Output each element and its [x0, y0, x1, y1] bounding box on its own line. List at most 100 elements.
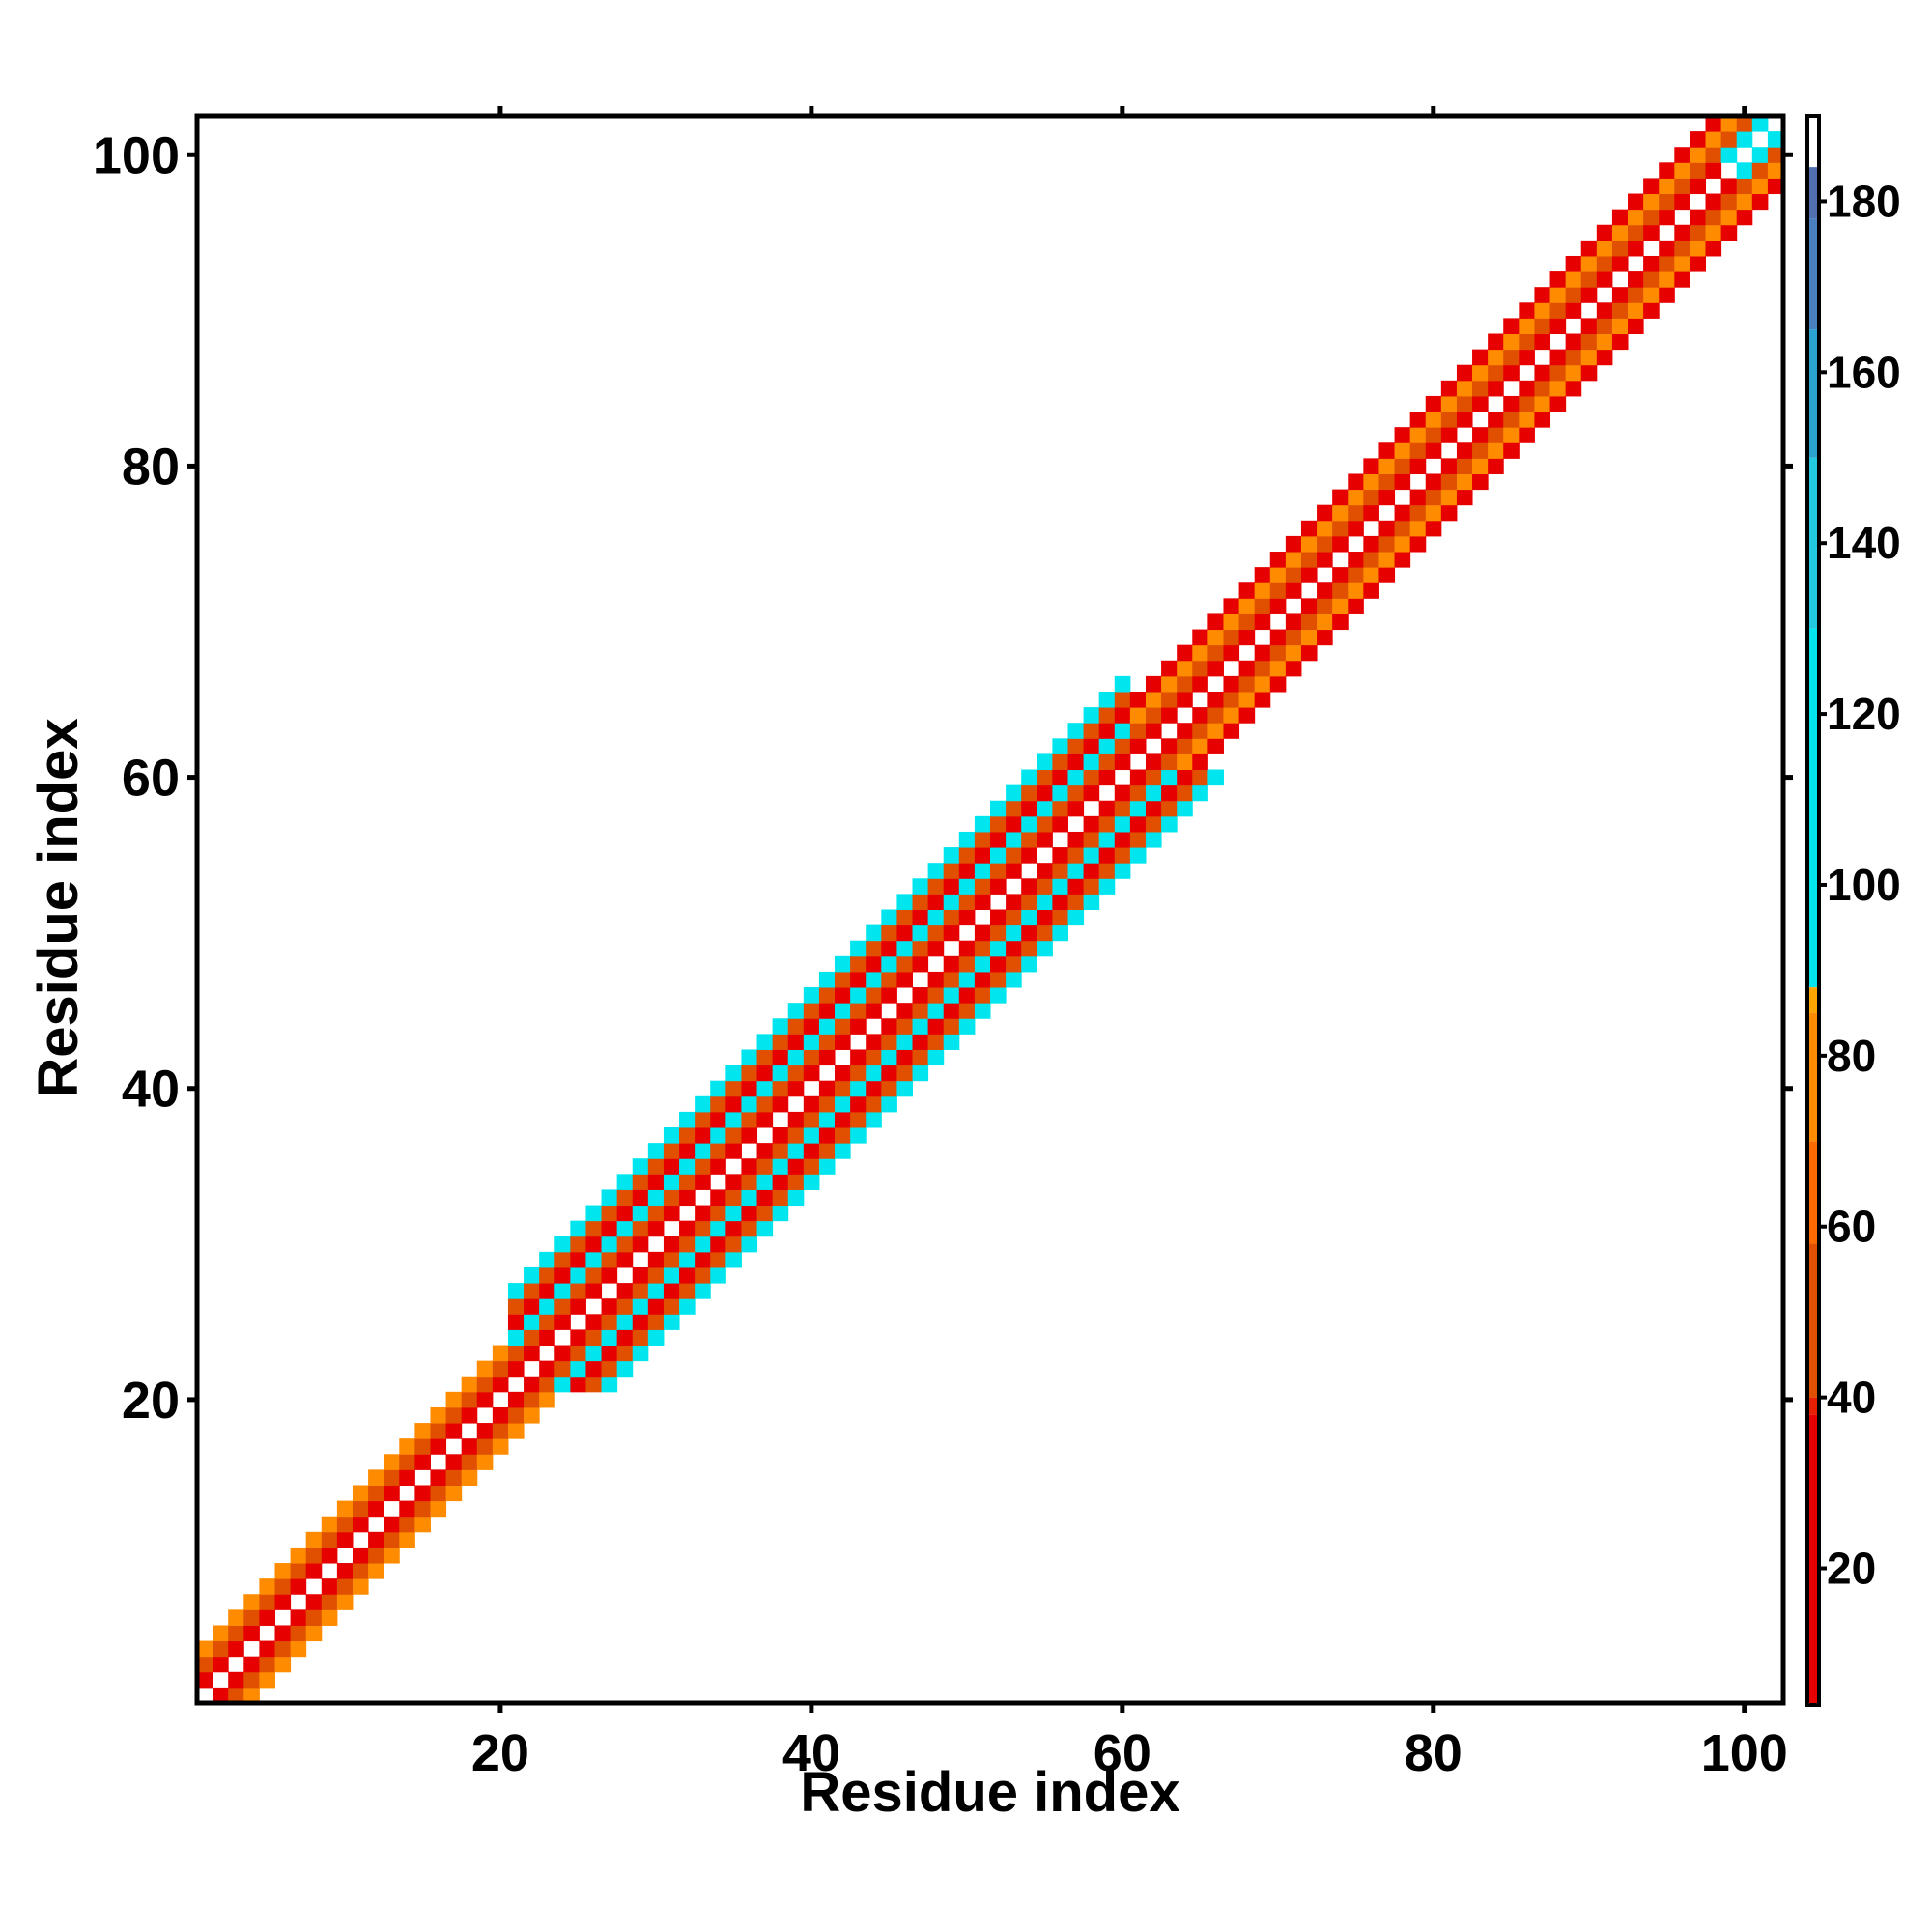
heatmap-cell [1098, 738, 1116, 754]
heatmap-cell [1285, 582, 1302, 599]
heatmap-cell [476, 1423, 494, 1439]
heatmap-cell [1021, 769, 1037, 786]
heatmap-cell [570, 1283, 586, 1299]
heatmap-cell [1223, 691, 1240, 708]
heatmap-cell [912, 1034, 929, 1050]
heatmap-cell [1269, 629, 1287, 646]
heatmap-cell [1488, 442, 1504, 459]
heatmap-cell [772, 1034, 789, 1050]
heatmap-cell [1565, 364, 1582, 382]
x-tick-label: 60 [1094, 1724, 1151, 1782]
heatmap-cell [756, 1143, 774, 1159]
colorbar-segment [1807, 1141, 1819, 1244]
heatmap-cell [756, 1095, 774, 1113]
heatmap-cell [1300, 567, 1318, 583]
colorbar-segment [1807, 628, 1819, 988]
heatmap-cell [1534, 333, 1551, 351]
heatmap-cell [197, 1671, 213, 1689]
heatmap-cell [1269, 644, 1287, 662]
heatmap-cell [835, 1018, 851, 1035]
heatmap-cell [1006, 784, 1022, 802]
heatmap-cell [1751, 116, 1769, 132]
heatmap-cell [850, 1111, 867, 1128]
heatmap-cell [1192, 753, 1208, 771]
heatmap-cell [1720, 193, 1738, 211]
heatmap-cell [912, 924, 929, 942]
heatmap-cell [1145, 691, 1162, 708]
heatmap-cell [228, 1625, 244, 1642]
heatmap-cell [663, 1158, 680, 1175]
heatmap-cell [927, 909, 945, 926]
heatmap-cell [647, 1189, 665, 1207]
heatmap-cell [1145, 831, 1162, 848]
heatmap-cell [539, 1391, 555, 1408]
heatmap-cell [1114, 753, 1131, 771]
heatmap-cell [787, 1189, 805, 1207]
heatmap-cell [430, 1500, 447, 1518]
heatmap-cell [445, 1391, 463, 1408]
heatmap-cell [850, 1003, 867, 1019]
heatmap-cell [990, 831, 1007, 848]
heatmap-cell [772, 1080, 789, 1097]
heatmap-cell [243, 1656, 260, 1673]
heatmap-cell [787, 1127, 805, 1144]
heatmap-cell [1098, 769, 1116, 786]
heatmap-cell [1674, 178, 1690, 195]
heatmap-cell [1129, 738, 1147, 754]
heatmap-cell [1300, 629, 1318, 646]
heatmap-cell [445, 1485, 463, 1502]
heatmap-cell [476, 1360, 494, 1378]
heatmap-cell [539, 1251, 555, 1268]
heatmap-cell [1317, 520, 1333, 537]
heatmap-cell [1332, 582, 1349, 599]
heatmap-cell [352, 1578, 369, 1595]
heatmap-cell [1534, 380, 1551, 397]
heatmap-cell [881, 955, 897, 973]
heatmap-cell [1021, 800, 1037, 817]
heatmap-cell [305, 1547, 323, 1564]
heatmap-cell [601, 1236, 618, 1253]
heatmap-cell [1098, 863, 1116, 879]
heatmap-cell [943, 1018, 960, 1035]
heatmap-cell [632, 1205, 649, 1222]
heatmap-cell [507, 1314, 525, 1330]
heatmap-cell [290, 1547, 307, 1564]
heatmap-cell [866, 1111, 882, 1128]
heatmap-cell [585, 1266, 603, 1284]
heatmap-cell [1254, 644, 1271, 662]
heatmap-cell [679, 1236, 696, 1253]
heatmap-cell [1549, 349, 1567, 366]
heatmap-cell [1238, 707, 1256, 724]
heatmap-cell [695, 1174, 711, 1190]
heatmap-cell [772, 1143, 789, 1159]
heatmap-cell [1317, 598, 1333, 614]
heatmap-cell [663, 1283, 680, 1299]
heatmap-cell [1269, 675, 1287, 693]
heatmap-cell [1456, 458, 1473, 474]
heatmap-cell [1596, 302, 1613, 319]
heatmap-cell [1409, 442, 1427, 459]
heatmap-cell [1332, 504, 1349, 522]
heatmap-cell [507, 1391, 525, 1408]
heatmap-cell [1596, 240, 1613, 257]
heatmap-cell [679, 1189, 696, 1207]
heatmap-cell [1067, 800, 1085, 817]
heatmap-cell [1129, 691, 1147, 708]
y-axis-title: Residue index [27, 718, 90, 1097]
heatmap-cell [803, 1143, 820, 1159]
heatmap-cell [1021, 784, 1037, 802]
heatmap-cell [1083, 753, 1100, 771]
heatmap-cell [772, 1095, 789, 1113]
heatmap-cell [336, 1516, 354, 1533]
heatmap-cell [1254, 660, 1271, 677]
heatmap-cell [1098, 691, 1116, 708]
heatmap-cell [1285, 660, 1302, 677]
heatmap-cell [321, 1594, 338, 1610]
heatmap-cell [1643, 224, 1660, 242]
heatmap-cell [881, 971, 897, 988]
heatmap-cell [1720, 178, 1738, 195]
heatmap-cell [1565, 333, 1582, 351]
heatmap-cell [616, 1251, 634, 1268]
heatmap-cell [1378, 520, 1396, 537]
heatmap-cell [1394, 427, 1411, 443]
